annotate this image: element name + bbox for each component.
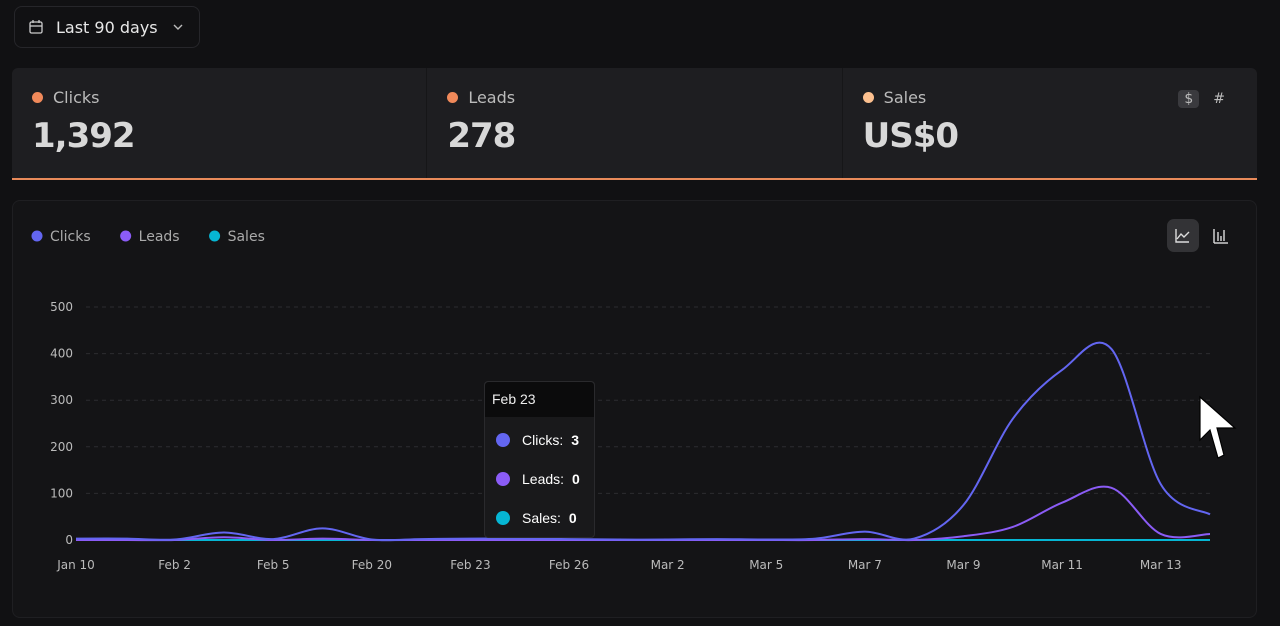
x-tick-label: Mar 13 <box>1140 558 1182 572</box>
stat-dot <box>862 92 874 103</box>
legend-label: Sales <box>228 229 265 245</box>
line-chart-icon <box>1175 229 1190 243</box>
stat-label-text: Leads <box>468 88 516 107</box>
legend-dot <box>209 230 221 242</box>
x-tick-label: Feb 5 <box>257 558 290 572</box>
stat-label-text: Clicks <box>53 88 100 107</box>
stat-label: Leads <box>447 88 515 107</box>
tooltip-label: Leads: <box>522 471 565 487</box>
tooltip-row: Clicks: 3 <box>496 432 579 448</box>
x-tick-label: Mar 9 <box>946 558 980 572</box>
tooltip-value: 0 <box>572 471 580 487</box>
y-tick-label: 500 <box>50 300 73 314</box>
tooltip-dot <box>496 433 510 447</box>
tooltip-title: Feb 23 <box>485 382 594 417</box>
bar-chart-icon[interactable] <box>1213 229 1228 244</box>
legend-label: Leads <box>139 229 180 245</box>
x-tick-label: Feb 2 <box>158 558 191 572</box>
stat-label: Clicks <box>32 88 99 107</box>
chevron <box>173 24 183 30</box>
tooltip-dot <box>496 511 510 525</box>
tooltip-label: Sales: <box>522 510 561 526</box>
x-tick-label: Feb 26 <box>549 558 589 572</box>
stat-value: 1,392 <box>32 116 136 156</box>
y-tick-label: 200 <box>50 440 73 454</box>
filter-label: Last 90 days <box>56 17 158 37</box>
tooltip-label: Clicks: <box>522 432 564 448</box>
date-filter[interactable]: Last 90 days <box>14 6 200 48</box>
x-tick-label: Mar 11 <box>1041 558 1083 572</box>
tooltip-row: Sales: 0 <box>496 510 577 526</box>
y-tick-label: 0 <box>65 533 73 547</box>
tooltip: Feb 23 Clicks: 3 Leads: 0 Sales: 0 <box>484 381 595 538</box>
stat-label-text: Sales <box>883 88 927 107</box>
stat-dot <box>447 92 459 103</box>
tooltip-value: 3 <box>571 432 580 448</box>
x-tick-label: Mar 2 <box>651 558 685 572</box>
cursor <box>1199 395 1237 459</box>
y-tick-label: 300 <box>50 393 73 407</box>
tooltip-dot <box>496 472 510 486</box>
x-tick-label: Feb 23 <box>450 558 490 572</box>
series-line <box>75 341 1211 542</box>
stat-label: Sales <box>862 88 927 107</box>
tooltip-row: Leads: 0 <box>496 471 580 487</box>
stat-card: Sales US$0 $ # <box>843 68 1257 178</box>
currency-toggle: $ # <box>1178 90 1231 108</box>
stat-card: Leads 278 <box>427 68 843 178</box>
stat-card: Clicks 1,392 <box>12 68 428 178</box>
stat-value: US$0 <box>862 116 959 156</box>
tooltip-value: 0 <box>568 510 577 526</box>
toggle-option[interactable]: $ <box>1178 90 1200 108</box>
stat-value: 278 <box>447 116 516 156</box>
chart-panel <box>12 200 1257 618</box>
x-tick-label: Mar 5 <box>749 558 783 572</box>
legend-dot <box>120 230 132 242</box>
y-tick-label: 400 <box>50 347 73 361</box>
stat-dot <box>32 92 43 103</box>
x-tick-label: Feb 20 <box>352 558 392 572</box>
legend-dot <box>31 230 43 242</box>
calendar-icon <box>29 20 43 34</box>
legend-label: Clicks <box>50 229 91 245</box>
series-line <box>76 485 1211 542</box>
x-tick-label: Jan 10 <box>56 558 95 572</box>
toggle-option[interactable]: # <box>1213 91 1225 107</box>
stats-bar: Clicks 1,392 Leads 278 Sales US$0 $ # <box>12 68 1257 180</box>
x-tick-label: Mar 7 <box>848 558 882 572</box>
y-tick-label: 100 <box>50 486 73 500</box>
